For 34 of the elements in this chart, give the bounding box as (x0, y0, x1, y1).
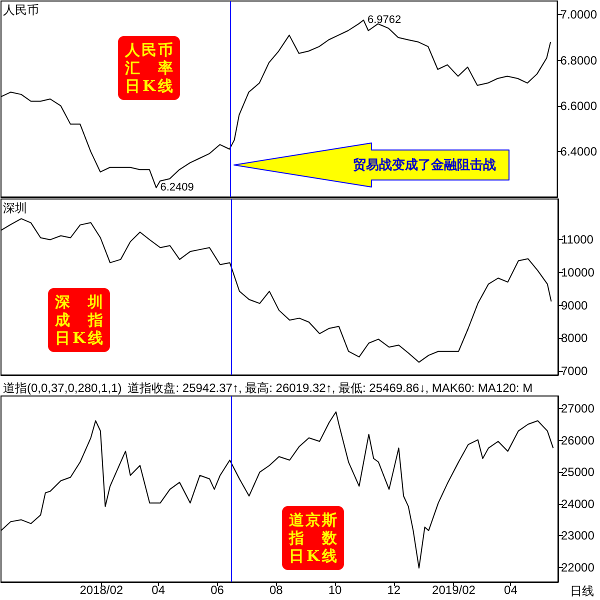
x-tick-label: 10 (328, 583, 342, 597)
annotation: 人民币汇率日K线 (125, 41, 173, 95)
text: 日线 (570, 583, 594, 600)
x-tick-label: 04 (504, 583, 518, 597)
x-tick-label: 06 (210, 583, 224, 597)
chart-title: 人民币 (3, 3, 39, 17)
y-tick-label: 9000 (561, 298, 588, 312)
y-tick-label: 27000 (561, 402, 595, 416)
y-tick-label: 7000 (561, 364, 588, 378)
y-tick-label: 6.8000 (560, 53, 598, 68)
x-tick-label: 08 (269, 583, 284, 597)
annotation: 道京斯指数日K线 (289, 511, 337, 565)
y-tick-label: 8000 (561, 331, 588, 346)
annotation: 6.2409 (160, 182, 194, 194)
y-tick-label: 23000 (561, 528, 595, 543)
x-tick-label: 2018/02 (80, 583, 124, 597)
y-tick-label: 11000 (561, 232, 594, 247)
x-tick-label: 04 (152, 583, 166, 597)
y-tick-label: 6.4000 (560, 144, 598, 158)
y-tick-label: 22000 (561, 560, 595, 574)
y-tick-label: 25000 (561, 465, 595, 480)
x-tick-label: 12 (387, 583, 401, 597)
chart-subtitle: 道指收盘: 25942.37↑, 最高: 26019.32↑, 最低: 25469.86↓, MAK60: MA120: M (128, 381, 533, 395)
annotation: 贸易战变成了金融阻击战 (353, 156, 496, 174)
chart-title: 深圳 (3, 201, 27, 215)
chart-title: 道指(0,0,37,0,280,1,1) (3, 381, 122, 395)
x-tick-label: 2019/02 (432, 583, 476, 597)
annotation: 6.9762 (368, 14, 402, 26)
y-tick-label: 7.0000 (560, 8, 598, 22)
y-tick-label: 26000 (561, 433, 595, 448)
y-tick-label: 10000 (561, 266, 595, 280)
annotation: 深圳成指日K线 (55, 293, 103, 347)
y-tick-label: 24000 (561, 496, 595, 511)
y-tick-label: 6.6000 (560, 98, 598, 113)
